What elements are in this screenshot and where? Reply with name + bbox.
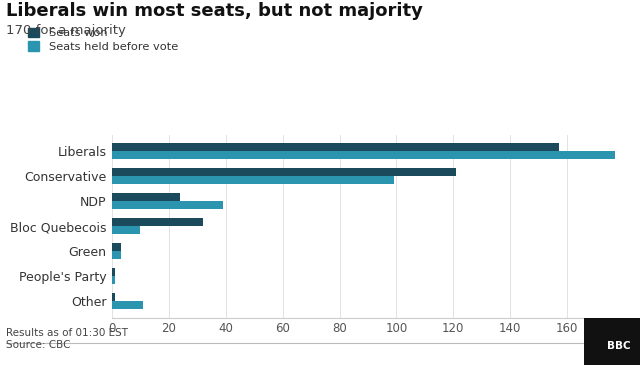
- Bar: [112, 268, 115, 276]
- Text: BBC: BBC: [607, 341, 630, 351]
- Bar: [112, 218, 203, 226]
- Bar: [112, 201, 223, 209]
- Bar: [112, 226, 140, 234]
- Bar: [112, 168, 456, 176]
- Bar: [112, 251, 120, 259]
- Text: Source: CBC: Source: CBC: [6, 340, 71, 350]
- Bar: [112, 151, 616, 159]
- Text: Results as of 01:30 EST: Results as of 01:30 EST: [6, 328, 129, 338]
- Bar: [112, 193, 180, 201]
- Bar: [112, 243, 120, 251]
- Bar: [112, 276, 115, 284]
- Bar: [112, 176, 394, 184]
- Bar: [112, 293, 115, 301]
- Bar: [112, 143, 559, 151]
- Bar: [112, 301, 143, 309]
- Text: 170 for a majority: 170 for a majority: [6, 24, 126, 37]
- Legend: Seats won, Seats held before vote: Seats won, Seats held before vote: [28, 28, 178, 52]
- Text: Liberals win most seats, but not majority: Liberals win most seats, but not majorit…: [6, 2, 423, 20]
